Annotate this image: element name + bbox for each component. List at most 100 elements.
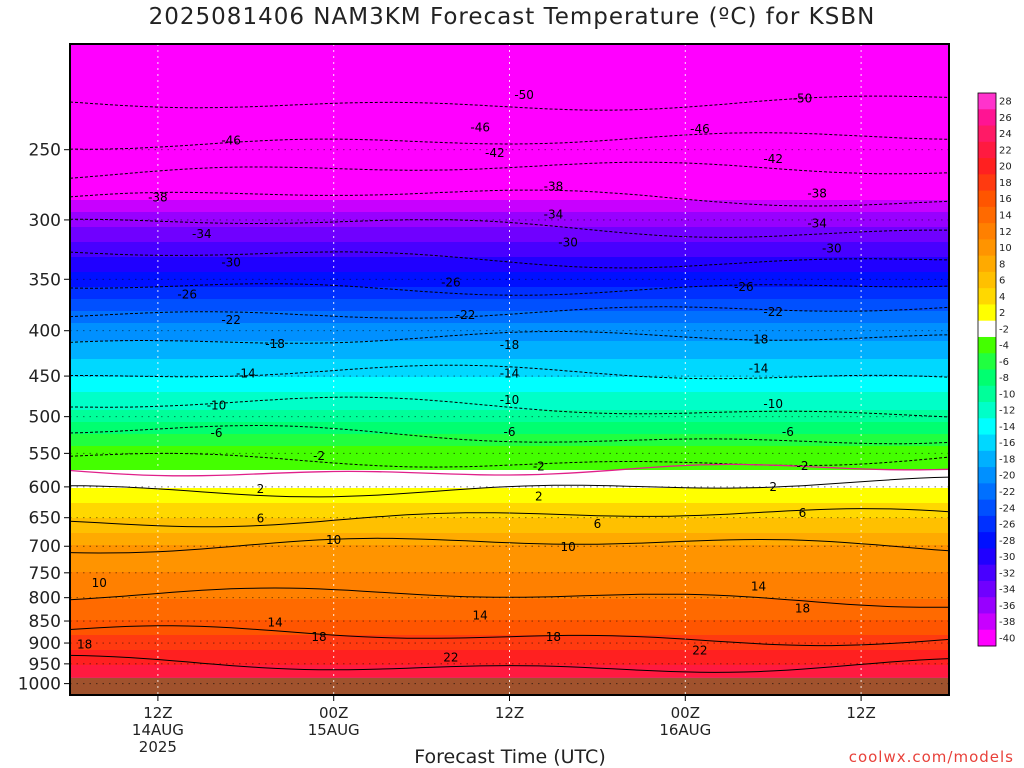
temperature-band: [70, 47, 949, 51]
temperature-band: [70, 527, 949, 531]
temperature-band: [70, 413, 949, 417]
y-axis: 2503003504004505005506006507007508008509…: [18, 141, 70, 695]
contour-label: 10: [92, 576, 107, 590]
temperature-band: [70, 593, 949, 597]
colorbar-label: 14: [999, 210, 1012, 221]
temperature-band: [70, 263, 949, 267]
temperature-band: [70, 503, 949, 507]
y-tick-label: 950: [29, 655, 61, 675]
isotherm-line: [69, 251, 950, 269]
x-tick-label: 2025: [139, 738, 177, 756]
temperature-band: [70, 137, 949, 141]
credit-link[interactable]: coolwx.com/models: [848, 748, 1014, 766]
colorbar-label: 10: [999, 243, 1012, 254]
temperature-band: [70, 119, 949, 123]
isotherm-line: [69, 587, 950, 608]
temperature-band: [70, 377, 949, 381]
temperature-band: [70, 161, 949, 165]
temperature-band: [70, 317, 949, 321]
contour-label: 22: [692, 644, 707, 658]
contour-labels: -50 -50-46-46 -46-42 -42-38-38 -38-34-34-34-…: [77, 88, 842, 665]
colorbar-cell: [978, 385, 996, 403]
colorbar-label: -28: [999, 536, 1015, 547]
isotherm-line: [69, 424, 950, 445]
colorbar-label: -26: [999, 520, 1015, 531]
temperature-band: [70, 113, 949, 117]
temperature-band: [70, 131, 949, 135]
temperature-band: [70, 269, 949, 273]
temperature-band: [70, 383, 949, 387]
isotherm-line: [69, 508, 950, 528]
colorbar-label: -18: [999, 454, 1015, 465]
contour-label: -34: [544, 208, 564, 222]
contour-label: -22: [763, 305, 783, 319]
temperature-band: [70, 467, 949, 471]
y-tick-label: 250: [29, 141, 61, 161]
temperature-band: [70, 449, 949, 453]
x-tick-label: 00Z: [319, 704, 348, 722]
colorbar-label: 18: [999, 178, 1012, 189]
isotherm-line: [69, 95, 950, 111]
contour-label: 18: [795, 602, 810, 616]
temperature-band: [70, 191, 949, 195]
colorbar-label: -16: [999, 438, 1015, 449]
colorbar-cell: [978, 336, 996, 354]
contour-label: -18: [500, 338, 520, 352]
temperature-band: [70, 275, 949, 279]
temperature-band: [70, 587, 949, 591]
contour-label: 22: [443, 651, 458, 665]
colorbar-label: -20: [999, 471, 1015, 482]
colorbar-label: 12: [999, 227, 1012, 238]
colorbar-cell: [978, 418, 996, 436]
colorbar-cell: [978, 499, 996, 517]
colorbar: 28 26 24 22 20 18 16 14 12 10 8 6 4 2 -2 -4 -6 -8 -10 -12 -1…: [977, 92, 1015, 647]
colorbar-label: -40: [999, 633, 1015, 644]
temperature-band: [70, 395, 949, 399]
temperature-band: [70, 461, 949, 465]
contour-label: -6: [782, 425, 794, 439]
colorbar-label: -38: [999, 617, 1015, 628]
contour-label: -6: [504, 425, 516, 439]
temperature-band: [70, 221, 949, 225]
temperature-band: [70, 551, 949, 555]
colorbar-cell: [978, 158, 996, 175]
temperature-band: [70, 605, 949, 609]
x-tick-label: 12Z: [143, 704, 172, 722]
contour-label: 14: [267, 615, 282, 629]
colorbar-cell: [978, 483, 996, 501]
temperature-band: [70, 89, 949, 93]
temperature-band: [70, 389, 949, 393]
temperature-band: [70, 407, 949, 411]
temperature-band: [70, 659, 949, 663]
colorbar-cell: [978, 255, 996, 273]
colorbar-cell: [978, 239, 996, 257]
y-tick-label: 500: [29, 408, 61, 428]
colorbar-cell: [978, 369, 996, 387]
isotherm-line: [69, 132, 950, 150]
temperature-band: [70, 359, 949, 363]
colorbar-label: 28: [999, 97, 1012, 108]
y-tick-label: 300: [29, 211, 61, 231]
y-tick-label: 900: [29, 634, 61, 654]
temperature-band: [70, 647, 949, 651]
colorbar-label: 4: [999, 292, 1005, 303]
colorbar-label: 8: [999, 259, 1005, 270]
contour-label: -26: [734, 280, 754, 294]
x-axis-title: Forecast Time (UTC): [414, 746, 606, 768]
contour-label: -14: [500, 367, 520, 381]
temperature-band: [70, 95, 949, 99]
colorbar-cell: [978, 93, 996, 110]
y-tick-label: 400: [29, 322, 61, 342]
colorbar-label: 16: [999, 194, 1012, 205]
x-tick-label: 00Z: [671, 704, 700, 722]
colorbar-label: -36: [999, 601, 1015, 612]
temperature-band: [70, 245, 949, 249]
y-tick-label: 650: [29, 509, 61, 529]
temperature-band: [70, 323, 949, 327]
contour-label: -6: [211, 426, 223, 440]
y-tick-label: 550: [29, 444, 61, 464]
temperature-band: [70, 455, 949, 459]
colorbar-cell: [978, 434, 996, 452]
colorbar-cell: [978, 515, 996, 533]
